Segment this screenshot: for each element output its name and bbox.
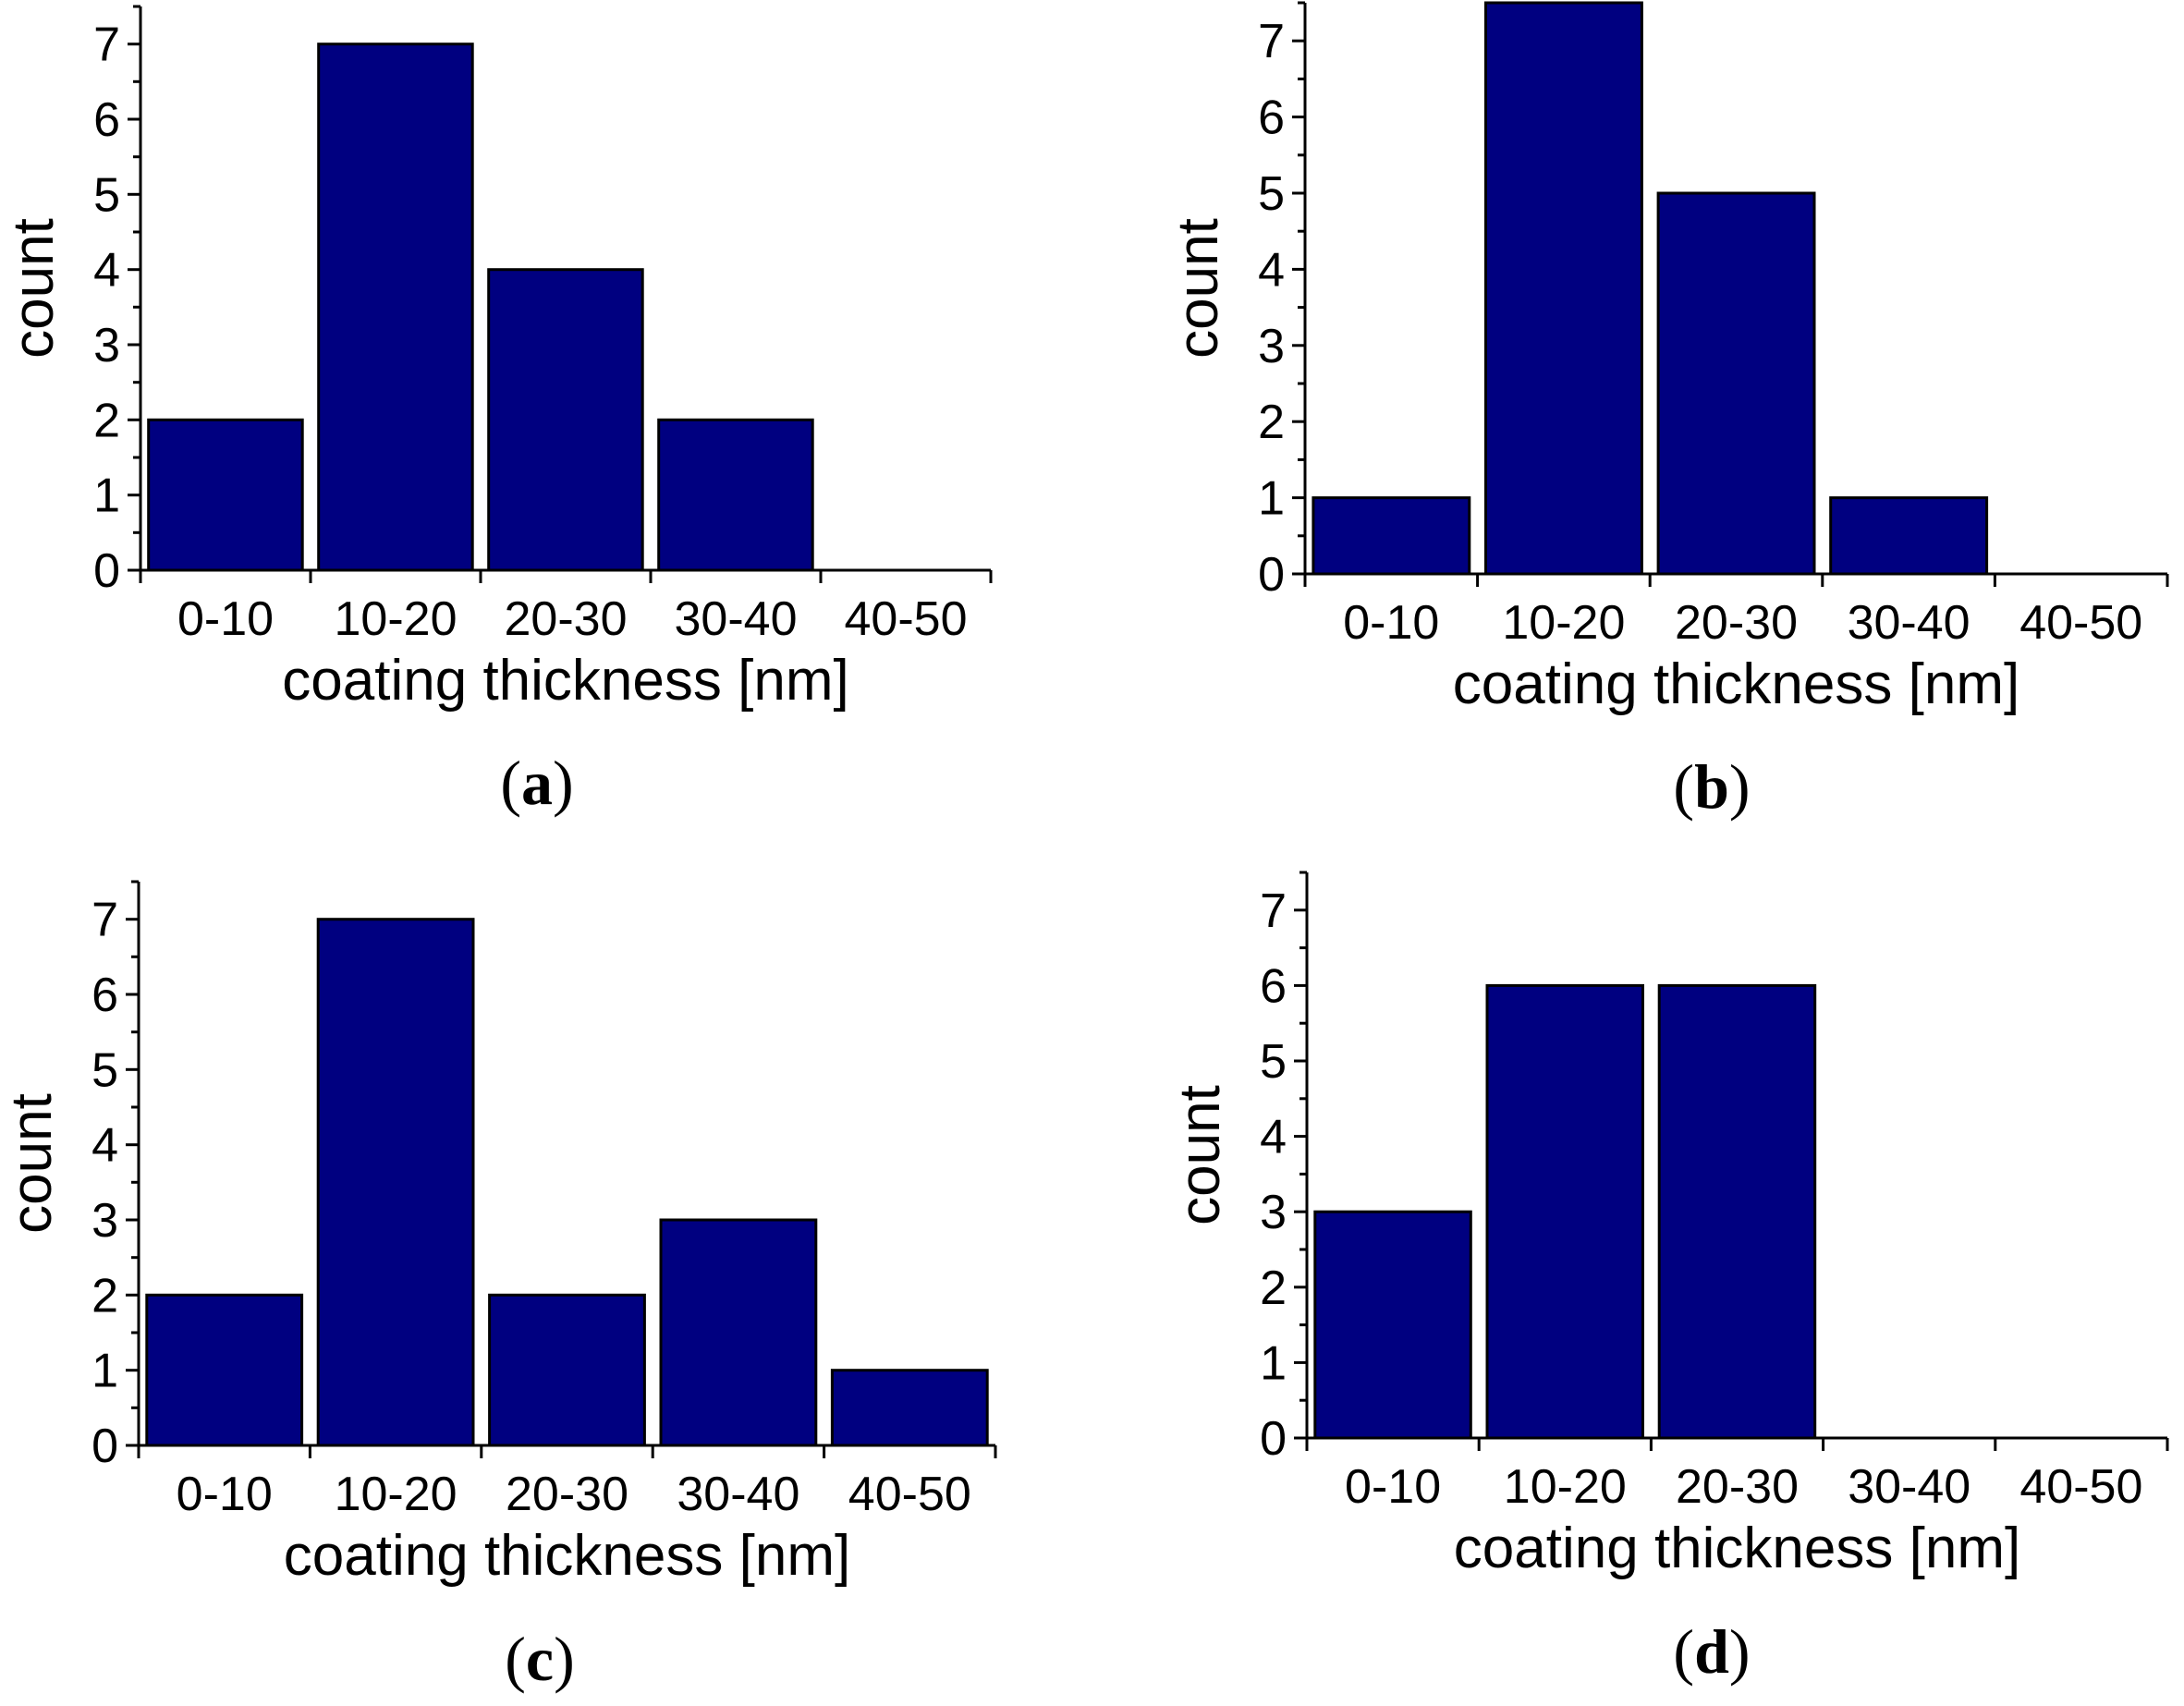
y-tick-label: 3 — [92, 1194, 118, 1248]
bar-d-20-30 — [1657, 983, 1817, 1440]
bar-c-20-30 — [488, 1293, 646, 1447]
x-tick-label: 20-30 — [1675, 596, 1798, 650]
x-tick-label: 30-40 — [1848, 1460, 1970, 1514]
y-tick-label: 3 — [1258, 320, 1285, 373]
bar-c-10-20 — [316, 918, 475, 1447]
panel-label-close: ) — [1729, 751, 1751, 822]
y-tick-label: 3 — [93, 319, 120, 372]
y-tick-label: 1 — [92, 1345, 118, 1398]
panel-label-open: ( — [1673, 751, 1694, 822]
x-tick-label: 10-20 — [1502, 596, 1625, 650]
panel-label-letter: d — [1694, 1616, 1729, 1687]
y-tick-label: 2 — [93, 394, 120, 447]
y-tick-label: 6 — [93, 93, 120, 147]
x-tick-label: 40-50 — [2019, 1460, 2142, 1514]
chart-panel-b: 0 1 2 3 4 5 6 7 0-10 10-20 20-30 30-40 40-50coating … — [1166, 1, 2169, 822]
panel-label-letter: b — [1694, 751, 1729, 822]
y-axis-title: count — [2, 218, 66, 359]
x-tick-label: 0-10 — [177, 1468, 273, 1521]
x-tick-label: 0-10 — [1343, 596, 1439, 650]
panel-label-open: ( — [500, 748, 521, 818]
y-tick-label: 2 — [1258, 396, 1285, 449]
x-tick-label: 40-50 — [845, 592, 968, 646]
y-axis-title: count — [1166, 218, 1230, 359]
bar-d-0-10 — [1313, 1210, 1472, 1440]
bar-a-0-10 — [147, 418, 304, 572]
y-tick-label: 5 — [1258, 167, 1285, 221]
x-axis-title: coating thickness [nm] — [1453, 652, 2019, 716]
bar-c-40-50 — [830, 1369, 989, 1447]
y-tick-label: 7 — [93, 18, 120, 72]
y-axis-title: count — [0, 1093, 64, 1234]
y-tick-label: 7 — [1258, 15, 1285, 68]
panel-label-letter: c — [526, 1624, 554, 1694]
y-tick-label: 4 — [92, 1119, 118, 1173]
y-tick-label: 7 — [1260, 884, 1287, 938]
chart-panel-d: 0 1 2 3 4 5 6 7 0-10 10-20 20-30 30-40 40-50coating … — [1168, 871, 2169, 1687]
panel-label: (b) — [1673, 751, 1750, 822]
x-tick-label: 30-40 — [677, 1468, 799, 1521]
chart-panel-c: 0 1 2 3 4 5 6 7 0-10 10-20 20-30 30-40 40-50coating … — [0, 880, 997, 1694]
y-tick-label: 7 — [92, 894, 118, 947]
x-tick-label: 40-50 — [848, 1468, 971, 1521]
panel-label-close: ) — [553, 748, 574, 818]
y-tick-label: 4 — [93, 244, 120, 298]
y-tick-label: 4 — [1260, 1111, 1287, 1164]
x-tick-label: 20-30 — [506, 1468, 628, 1521]
y-tick-label: 5 — [93, 168, 120, 222]
panel-label-close: ) — [554, 1624, 575, 1694]
x-tick-label: 10-20 — [335, 1468, 458, 1521]
bar-b-20-30 — [1656, 191, 1816, 576]
y-tick-label: 1 — [93, 469, 120, 523]
x-tick-label: 20-30 — [505, 592, 628, 646]
x-tick-label: 10-20 — [335, 592, 458, 646]
y-tick-label: 6 — [1260, 959, 1287, 1013]
x-axis-title: coating thickness [nm] — [1454, 1517, 2020, 1580]
panel-label-open: ( — [1673, 1616, 1694, 1687]
x-tick-label: 40-50 — [2019, 596, 2142, 650]
x-axis-title: coating thickness [nm] — [282, 649, 848, 713]
y-tick-label: 4 — [1258, 243, 1285, 297]
y-tick-label: 1 — [1258, 472, 1285, 526]
x-tick-label: 30-40 — [675, 592, 798, 646]
bar-c-30-40 — [659, 1218, 818, 1447]
y-tick-label: 0 — [1258, 548, 1285, 602]
panel-label-letter: a — [521, 748, 553, 818]
y-tick-label: 0 — [1260, 1412, 1287, 1466]
y-tick-label: 5 — [1260, 1035, 1287, 1089]
panel-label-open: ( — [505, 1624, 526, 1694]
bar-b-10-20 — [1484, 1, 1643, 576]
x-tick-label: 10-20 — [1504, 1460, 1627, 1514]
chart-panel-a: 0 1 2 3 4 5 6 7 0-10 10-20 20-30 30-40 40-50coating … — [2, 5, 993, 818]
x-tick-label: 30-40 — [1848, 596, 1970, 650]
x-tick-label: 0-10 — [1345, 1460, 1441, 1514]
bar-b-30-40 — [1829, 496, 1989, 576]
bar-c-0-10 — [145, 1293, 304, 1447]
panel-label-close: ) — [1729, 1616, 1751, 1687]
y-tick-label: 1 — [1260, 1336, 1287, 1390]
bar-a-10-20 — [317, 43, 474, 572]
y-tick-label: 5 — [92, 1043, 118, 1097]
x-tick-label: 0-10 — [177, 592, 274, 646]
bar-d-10-20 — [1485, 983, 1644, 1440]
bar-a-20-30 — [487, 268, 644, 572]
panel-label: (c) — [505, 1624, 575, 1694]
y-tick-label: 6 — [1258, 91, 1285, 145]
y-tick-label: 2 — [92, 1269, 118, 1322]
y-tick-label: 2 — [1260, 1261, 1287, 1315]
y-tick-label: 3 — [1260, 1186, 1287, 1239]
y-tick-label: 6 — [92, 969, 118, 1022]
y-axis-title: count — [1168, 1085, 1232, 1225]
bar-b-0-10 — [1312, 496, 1471, 576]
x-tick-label: 20-30 — [1676, 1460, 1799, 1514]
y-tick-label: 0 — [92, 1420, 118, 1473]
x-axis-title: coating thickness [nm] — [284, 1524, 850, 1588]
panel-label: (a) — [500, 748, 573, 818]
panel-label: (d) — [1673, 1616, 1750, 1687]
y-tick-label: 0 — [93, 544, 120, 598]
bar-a-30-40 — [657, 418, 814, 572]
